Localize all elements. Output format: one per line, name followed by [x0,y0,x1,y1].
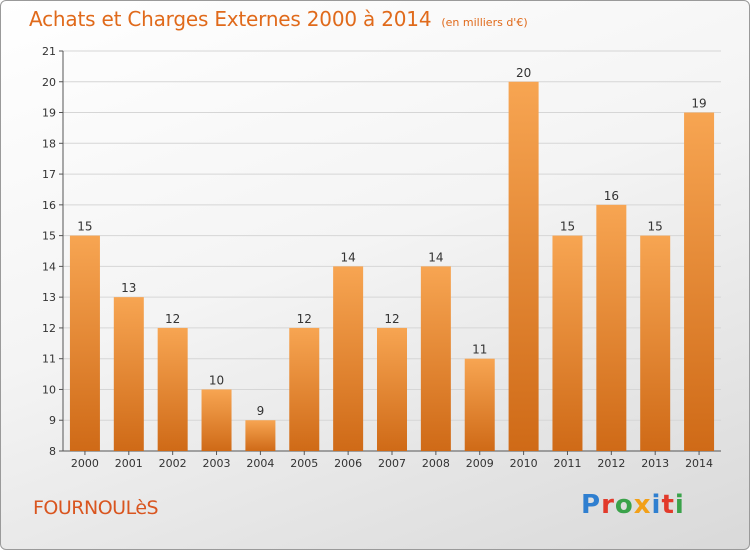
data-label: 15 [560,220,575,234]
bar-2009 [464,358,495,451]
bar-2005 [289,327,320,451]
bar-2006 [333,266,364,451]
bar-2003 [201,389,232,451]
bar-2002 [157,327,188,451]
y-tick-label: 21 [42,45,56,58]
y-tick-label: 14 [42,260,56,273]
logo-letter: o [614,490,634,520]
x-tick-label: 2014 [685,457,713,470]
bar-2014 [684,112,715,452]
bar-2012 [596,204,627,451]
x-tick-label: 2006 [334,457,362,470]
axes: 8 9 10 11 12 13 14 15 16 17 18 19 20 21 2000 2001 2002 20… [42,45,721,470]
y-tick-label: 8 [49,445,56,458]
data-label: 12 [384,312,399,326]
x-tick-label: 2011 [553,457,581,470]
x-tick-label: 2002 [159,457,187,470]
chart-title-text: Achats et Charges Externes 2000 à 2014 [29,7,432,31]
data-label: 16 [604,189,619,203]
data-label: 9 [257,404,265,418]
bars [69,81,715,452]
bar-2004 [245,420,276,451]
y-tick-label: 9 [49,414,56,427]
logo-letter: t [661,490,675,520]
data-label: 12 [297,312,312,326]
chart-title: Achats et Charges Externes 2000 à 2014 (e… [29,7,528,31]
y-tick-label: 17 [42,168,56,181]
y-tick-label: 10 [42,383,56,396]
y-tick-label: 19 [42,107,56,120]
chart-subtitle: (en milliers d'€) [441,16,528,29]
data-label: 14 [428,250,443,264]
x-tick-label: 2007 [378,457,406,470]
data-labels: 15 13 12 10 9 12 14 12 14 11 20 15 16 15 19 [77,66,706,418]
logo-letter: x [633,490,652,520]
commune-name: FOURNOULèS [33,497,159,519]
bar-2010 [508,81,539,452]
bar-2007 [377,327,407,451]
x-tick-label: 2013 [641,457,669,470]
bar-2008 [420,266,451,451]
data-label: 13 [121,281,136,295]
y-tick-label: 11 [42,353,56,366]
data-label: 11 [472,343,487,357]
x-tick-label: 2009 [466,457,494,470]
y-tick-label: 13 [42,291,56,304]
y-tick-label: 15 [42,230,56,243]
data-label: 20 [516,66,531,80]
logo-letter: i [674,490,685,520]
y-tick-label: 12 [42,322,56,335]
x-tick-label: 2012 [597,457,625,470]
data-label: 10 [209,373,224,387]
proxiti-logo: Proxiti [581,490,685,520]
x-tick-label: 2000 [71,457,99,470]
x-tick-label: 2003 [203,457,231,470]
bar-2000 [69,235,100,451]
x-tick-label: 2001 [115,457,143,470]
logo-letter: P [581,490,602,520]
y-tick-label: 20 [42,76,56,89]
logo-letter: i [651,490,662,520]
y-tick-label: 16 [42,199,56,212]
logo-letter: r [601,490,615,520]
x-tick-label: 2004 [246,457,274,470]
data-label: 15 [77,220,92,234]
data-label: 12 [165,312,180,326]
x-tick-label: 2008 [422,457,450,470]
data-label: 15 [648,220,663,234]
x-tick-label: 2010 [510,457,538,470]
bar-2001 [113,297,144,451]
bar-2013 [640,235,671,451]
data-label: 19 [691,97,706,111]
bar-2011 [552,235,583,451]
x-tick-label: 2005 [290,457,318,470]
y-tick-label: 18 [42,137,56,150]
data-label: 14 [340,250,355,264]
